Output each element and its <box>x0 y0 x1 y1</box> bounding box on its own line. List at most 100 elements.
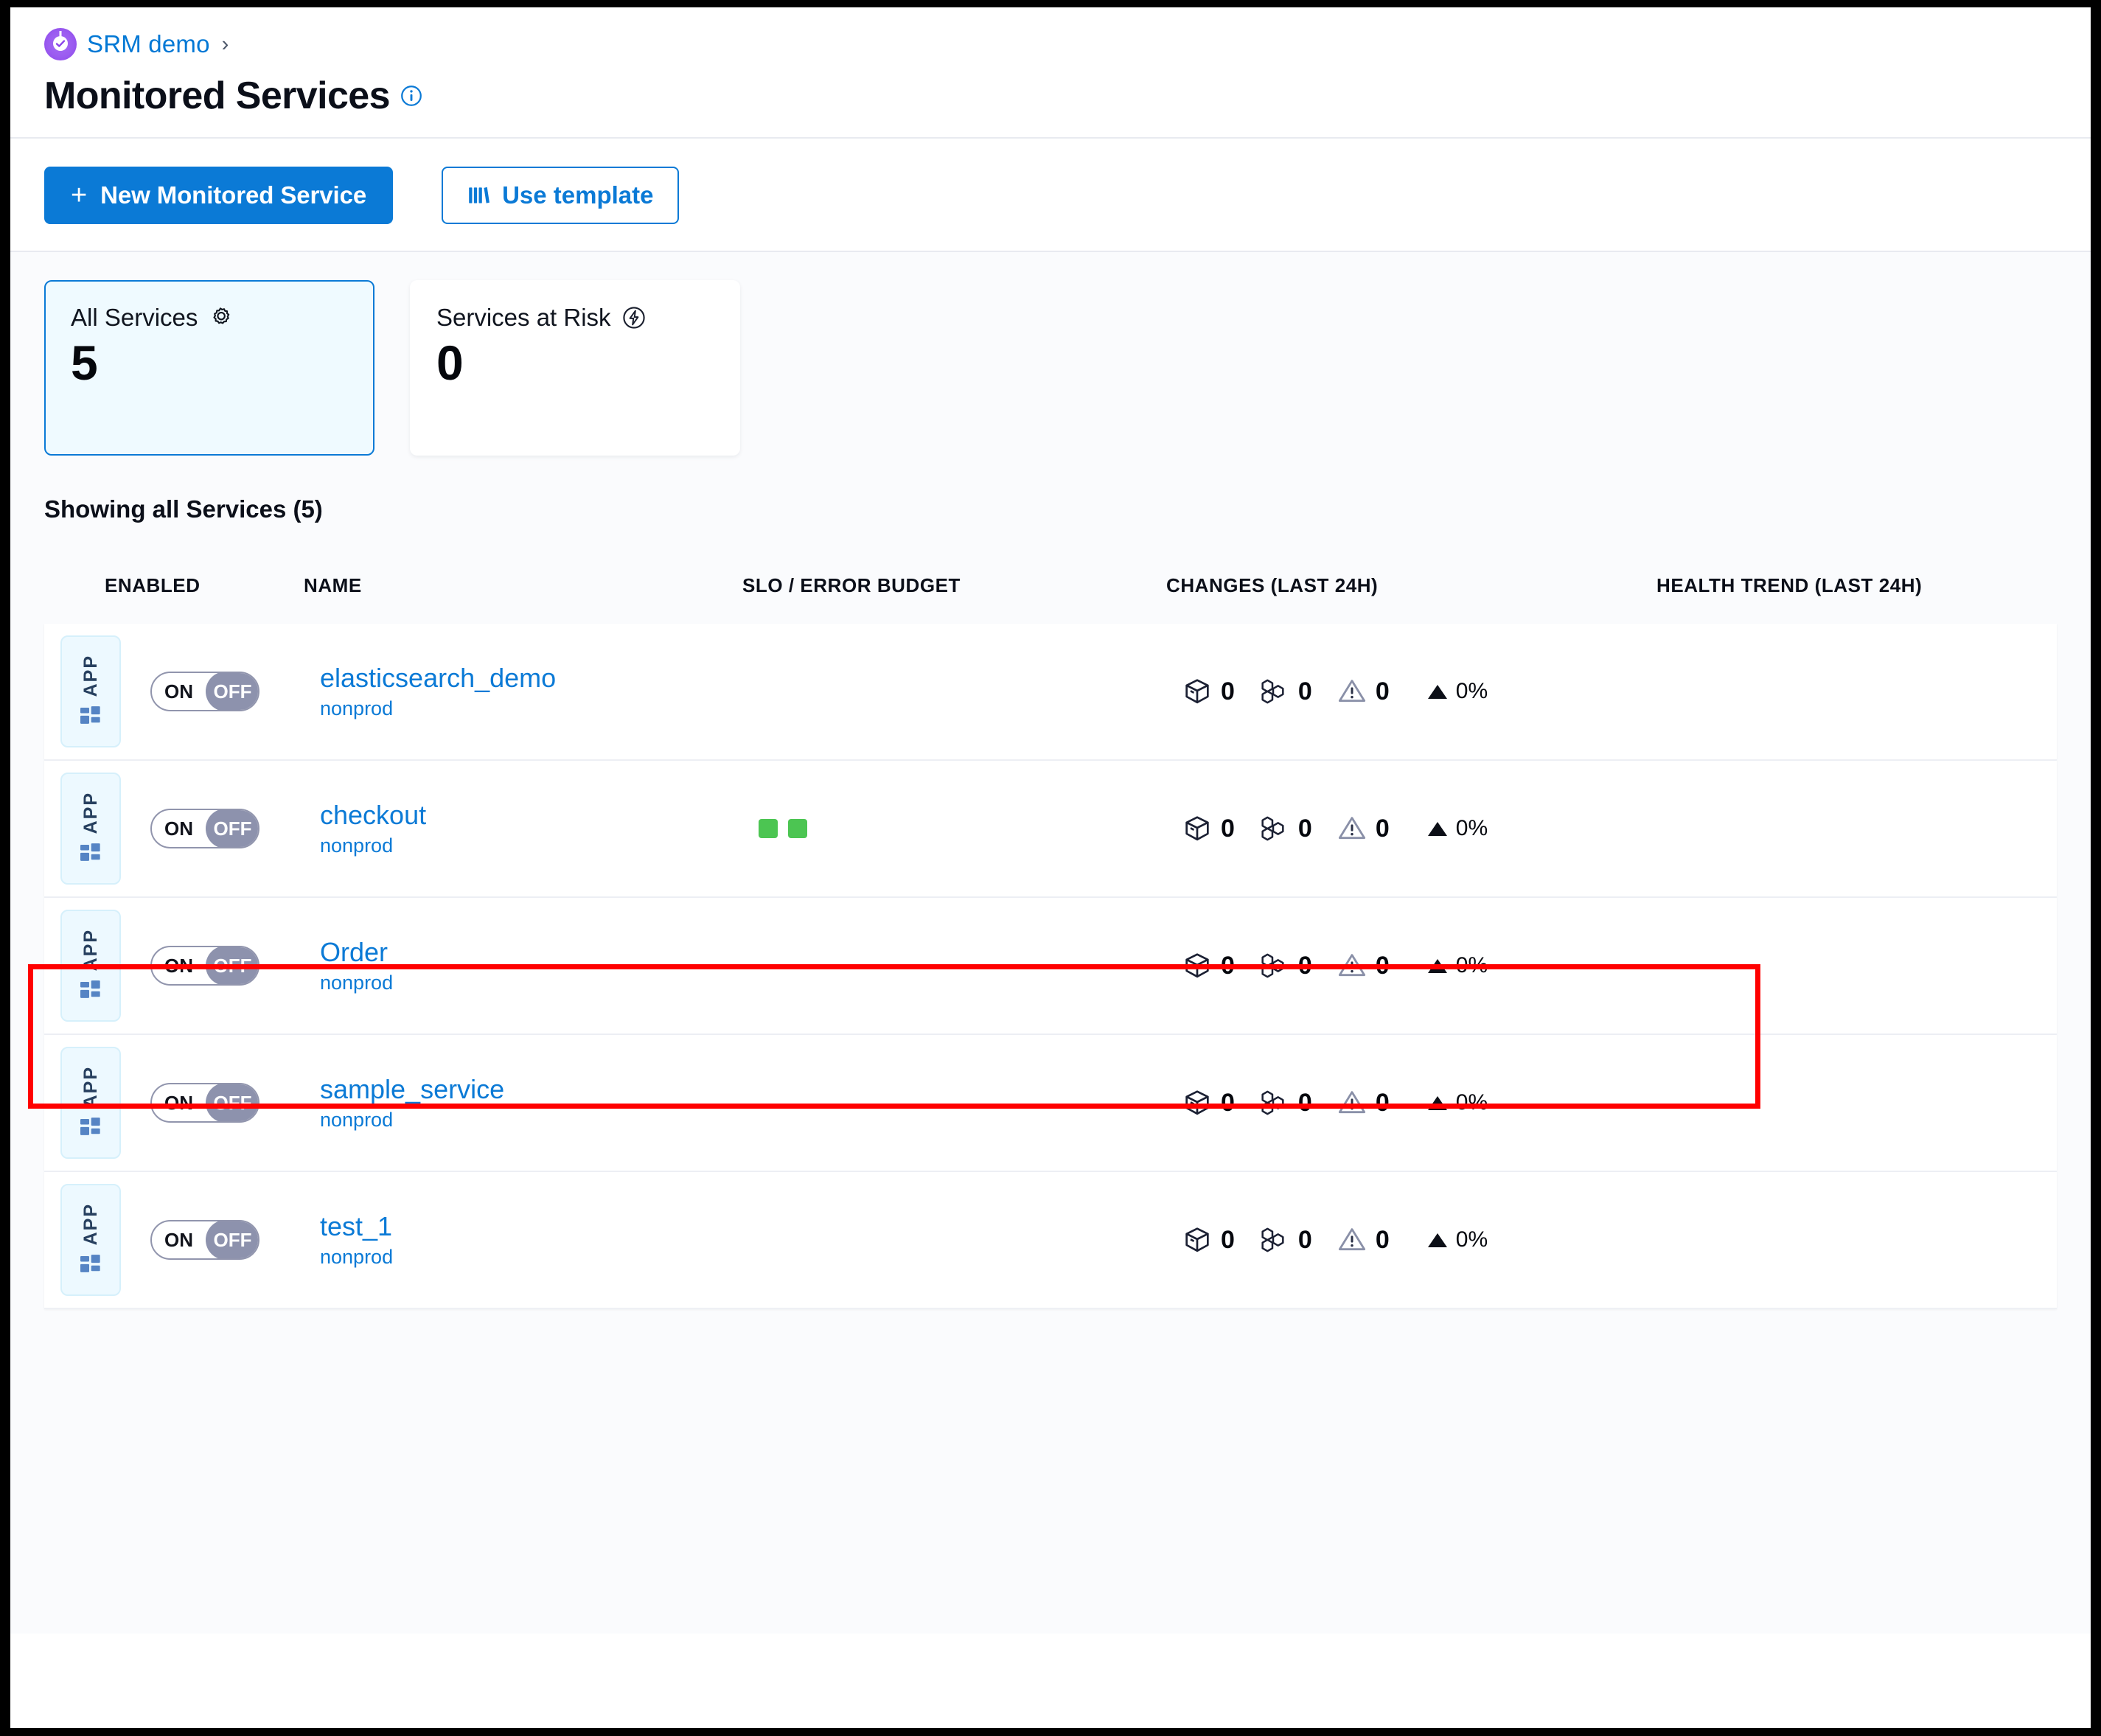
stat-card-group: All Services 5 Services at Risk <box>44 280 2057 456</box>
change-item[interactable]: 0 <box>1260 1225 1312 1255</box>
change-item[interactable]: 0 <box>1337 951 1390 980</box>
change-item[interactable]: 0 <box>1182 1088 1235 1118</box>
change-count: 0 <box>1221 951 1235 980</box>
enabled-toggle[interactable]: ON OFF <box>150 1220 259 1260</box>
change-count: 0 <box>1375 677 1390 705</box>
toggle-off-label[interactable]: OFF <box>206 1221 258 1258</box>
change-item[interactable]: 0 <box>1337 1088 1390 1118</box>
plus-icon: + <box>71 179 88 211</box>
cell-enabled: ON OFF <box>121 1220 320 1260</box>
toggle-on-label[interactable]: ON <box>164 680 193 703</box>
new-monitored-service-label: New Monitored Service <box>100 181 367 209</box>
infrastructure-hex-icon <box>1261 1090 1284 1115</box>
change-count: 0 <box>1297 951 1312 980</box>
cell-changes: 0 0 0 0% <box>1182 677 1673 706</box>
app-badge-label: APP <box>80 1203 101 1246</box>
column-header-health-trend: HEALTH TREND (LAST 24H) <box>1656 574 1923 596</box>
change-count: 0 <box>1221 814 1235 843</box>
page-title-row: Monitored Services <box>44 74 2057 118</box>
health-trend-indicator: 0% <box>1427 1227 1488 1252</box>
incident-warning-icon <box>1338 1091 1365 1114</box>
change-item[interactable]: 0 <box>1182 677 1235 706</box>
change-item[interactable]: 0 <box>1260 951 1312 980</box>
service-name-link[interactable]: sample_service <box>320 1074 505 1105</box>
change-item[interactable]: 0 <box>1182 951 1235 980</box>
use-template-button[interactable]: Use template <box>442 167 679 224</box>
infrastructure-hex-icon <box>1261 816 1284 841</box>
change-item[interactable]: 0 <box>1337 814 1390 843</box>
toggle-off-label[interactable]: OFF <box>206 810 258 847</box>
change-item[interactable]: 0 <box>1337 677 1390 706</box>
stat-card-services-at-risk[interactable]: Services at Risk 0 <box>410 280 740 456</box>
enabled-toggle[interactable]: ON OFF <box>150 946 259 986</box>
deployment-cube-icon <box>1185 1227 1209 1252</box>
deployment-cube-icon <box>1185 953 1209 978</box>
all-services-label: All Services <box>71 304 198 331</box>
toggle-off-label[interactable]: OFF <box>206 1084 258 1121</box>
change-count: 0 <box>1221 677 1235 705</box>
service-name-link[interactable]: Order <box>320 937 389 968</box>
toggle-off-label[interactable]: OFF <box>206 673 258 710</box>
change-count: 0 <box>1297 1088 1312 1117</box>
trend-up-arrow-icon <box>1427 684 1447 699</box>
toggle-off-label[interactable]: OFF <box>206 947 258 984</box>
stat-card-header: All Services <box>71 304 348 332</box>
trend-up-arrow-icon <box>1427 958 1447 973</box>
app-type-badge: APP <box>60 1047 121 1159</box>
trend-up-arrow-icon <box>1427 1095 1447 1110</box>
table-row[interactable]: APP ON OFF checkout nonprod 0 0 0 0% <box>44 761 2057 898</box>
service-name-link[interactable]: checkout <box>320 800 427 831</box>
slo-indicator[interactable] <box>788 819 807 838</box>
toggle-on-label[interactable]: ON <box>164 817 193 840</box>
change-count: 0 <box>1221 1088 1235 1117</box>
app-badge-label: APP <box>80 1066 101 1109</box>
change-count: 0 <box>1375 814 1390 843</box>
toggle-on-label[interactable]: ON <box>164 954 193 977</box>
cell-name: test_1 nonprod <box>320 1211 759 1268</box>
changes-group: 0 0 0 0% <box>1182 1088 1488 1118</box>
incident-warning-icon <box>1338 954 1365 977</box>
grid-icon <box>80 1117 100 1135</box>
cell-name: Order nonprod <box>320 937 759 994</box>
enabled-toggle[interactable]: ON OFF <box>150 809 259 848</box>
change-item[interactable]: 0 <box>1182 814 1235 843</box>
toggle-on-label[interactable]: ON <box>164 1228 193 1251</box>
cell-changes: 0 0 0 0% <box>1182 1088 1673 1118</box>
table-row[interactable]: APP ON OFF test_1 nonprod 0 0 0 0% <box>44 1172 2057 1309</box>
breadcrumb-link-srm-demo[interactable]: SRM demo <box>87 30 210 57</box>
stat-card-header: Services at Risk <box>436 304 714 332</box>
service-environment-label: nonprod <box>320 1108 394 1131</box>
table-row[interactable]: APP ON OFF Order nonprod 0 0 0 0% <box>44 898 2057 1035</box>
lightning-circle-icon <box>622 307 645 329</box>
change-item[interactable]: 0 <box>1337 1225 1390 1255</box>
change-item[interactable]: 0 <box>1260 677 1312 706</box>
grid-icon <box>80 705 100 724</box>
change-count: 0 <box>1297 814 1312 843</box>
slo-indicator-group <box>759 819 807 838</box>
change-item[interactable]: 0 <box>1182 1225 1235 1255</box>
breadcrumb: SRM demo › <box>44 27 2057 62</box>
table-row[interactable]: APP ON OFF elasticsearch_demo nonprod 0 0 0 0% <box>44 624 2057 761</box>
incident-warning-icon <box>1338 680 1365 703</box>
service-name-link[interactable]: elasticsearch_demo <box>320 663 557 694</box>
toggle-on-label[interactable]: ON <box>164 1091 193 1114</box>
cell-enabled: ON OFF <box>121 672 320 711</box>
slo-indicator[interactable] <box>759 819 778 838</box>
new-monitored-service-button[interactable]: + New Monitored Service <box>44 167 394 224</box>
enabled-toggle[interactable]: ON OFF <box>150 672 259 711</box>
services-at-risk-label: Services at Risk <box>436 304 611 331</box>
change-count: 0 <box>1375 1225 1390 1254</box>
service-name-link[interactable]: test_1 <box>320 1211 393 1242</box>
enabled-toggle[interactable]: ON OFF <box>150 1083 259 1123</box>
health-trend-indicator: 0% <box>1427 679 1488 704</box>
info-icon[interactable] <box>400 85 422 107</box>
all-services-count: 5 <box>71 335 98 390</box>
page-header: SRM demo › Monitored Services <box>10 7 2091 139</box>
content-area: All Services 5 Services at Risk <box>10 252 2091 1634</box>
change-item[interactable]: 0 <box>1260 1088 1312 1118</box>
change-item[interactable]: 0 <box>1260 814 1312 843</box>
incident-warning-icon <box>1338 1228 1365 1251</box>
services-at-risk-count: 0 <box>436 335 464 390</box>
stat-card-all-services[interactable]: All Services 5 <box>44 280 374 456</box>
